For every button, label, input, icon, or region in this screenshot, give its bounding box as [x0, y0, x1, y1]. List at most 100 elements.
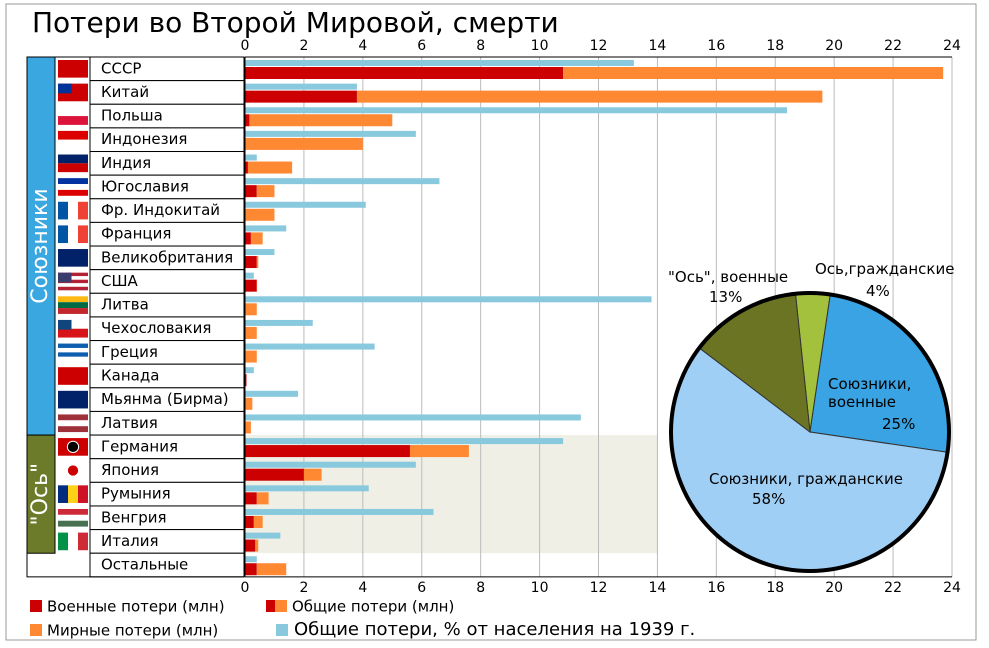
bar: [245, 296, 652, 303]
flag-stripe: [58, 532, 68, 551]
flag-stripe: [58, 520, 88, 527]
flag-disc: [66, 440, 80, 454]
flag-stripe: [58, 308, 88, 314]
flag-canton: [58, 272, 72, 283]
bar: [256, 492, 269, 505]
flag-stripe: [58, 420, 88, 427]
bar: [245, 319, 313, 326]
bar: [245, 397, 253, 410]
bar: [256, 563, 287, 576]
flag-stripe: [58, 426, 88, 433]
x-tick-label: 14: [649, 38, 667, 54]
flag: [58, 390, 88, 409]
x-tick-label: 16: [707, 38, 725, 54]
flag-stripe: [58, 514, 88, 521]
category-label: Китай: [101, 83, 149, 101]
legend-swatch: [275, 600, 287, 612]
flag-stripe: [58, 347, 88, 353]
x-tick-label: 24: [943, 580, 961, 596]
flag-stripe: [58, 60, 88, 78]
flag-stripe: [58, 116, 88, 125]
bar: [245, 225, 287, 232]
bar: [245, 249, 275, 256]
bar: [245, 508, 434, 515]
category-label: Чехословакия: [101, 319, 211, 337]
bar: [256, 256, 259, 269]
x-tick-label: 4: [358, 580, 367, 596]
flag-stripe: [58, 107, 88, 117]
bar: [245, 60, 634, 66]
bar: [245, 90, 357, 103]
x-tick-label: 8: [476, 38, 485, 54]
flag: [58, 367, 88, 385]
flag: [58, 532, 88, 551]
bar: [245, 532, 281, 539]
bar: [245, 461, 416, 468]
flag-stripe: [58, 352, 88, 357]
pie-label: Ось,гражданские: [815, 260, 955, 278]
bar: [245, 279, 257, 292]
table-border: [26, 56, 245, 578]
flag: [58, 272, 88, 291]
pie-label: Союзники, гражданские: [709, 470, 903, 488]
flag-stripe: [58, 485, 68, 503]
group-box: [26, 56, 56, 436]
x-tick-label: 10: [531, 580, 549, 596]
bar: [249, 114, 393, 127]
chart-title: Потери во Второй Мировой, смерти: [32, 6, 559, 39]
flag-stripe: [58, 343, 88, 348]
flag: [58, 414, 88, 433]
category-label: Индонезия: [101, 130, 187, 148]
flag-stripe: [58, 154, 88, 164]
bar: [245, 303, 257, 316]
flag-stripe: [58, 178, 88, 185]
category-label: Румыния: [101, 485, 171, 503]
bar: [245, 326, 257, 339]
flag: [58, 485, 88, 503]
bar: [245, 67, 564, 79]
bar: [245, 492, 257, 505]
flag: [58, 107, 88, 125]
bar: [245, 563, 257, 576]
x-tick-label: 22: [884, 580, 902, 596]
bar: [245, 83, 357, 90]
flag-stripe: [58, 296, 88, 303]
bar: [356, 90, 823, 103]
x-tick-label: 12: [590, 580, 608, 596]
x-tick-label: 16: [707, 580, 725, 596]
flag: [58, 60, 88, 78]
flag: [58, 178, 88, 196]
bar: [245, 161, 248, 174]
legend-swatch: [266, 600, 275, 612]
bar: [245, 438, 564, 445]
flag-stripe: [58, 390, 88, 409]
x-tick-label: 8: [476, 580, 485, 596]
flag-stripe: [78, 532, 88, 551]
bar: [245, 367, 254, 374]
category-label: Канада: [101, 367, 159, 385]
pie-label: 25%: [882, 415, 916, 433]
flag: [58, 508, 88, 527]
category-label: Венгрия: [101, 508, 167, 526]
bar: [245, 445, 410, 458]
x-tick-label: 20: [825, 38, 843, 54]
flag-stripe: [58, 130, 88, 140]
bar: [245, 137, 363, 150]
bar: [256, 185, 275, 198]
flag: [58, 319, 88, 338]
pie-label: "Ось", военные: [668, 268, 789, 286]
x-tick-label: 12: [590, 38, 608, 54]
x-tick-label: 0: [241, 38, 250, 54]
bar: [245, 350, 257, 363]
x-tick-label: 10: [531, 38, 549, 54]
pie-label: 58%: [752, 490, 786, 508]
flag-stripe: [58, 356, 88, 362]
bar: [247, 161, 293, 174]
category-label: Великобритания: [101, 248, 233, 266]
bar: [245, 539, 256, 552]
flag: [58, 201, 88, 220]
bar: [245, 114, 250, 127]
flag-stripe: [58, 272, 88, 277]
category-label: Мьянма (Бирма): [101, 390, 229, 408]
legend-label: Мирные потери (млн): [47, 622, 218, 640]
